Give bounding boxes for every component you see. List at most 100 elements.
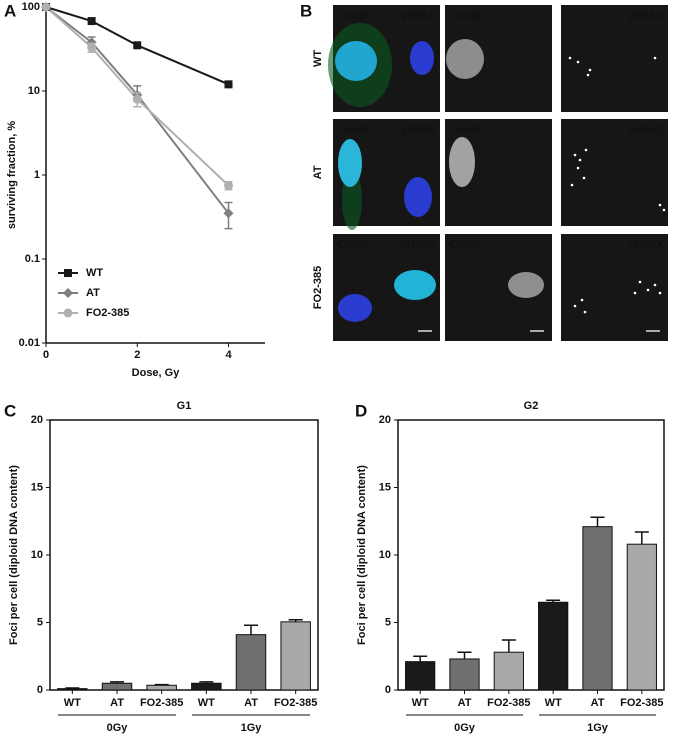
focus [646, 288, 650, 292]
micrograph [561, 5, 668, 112]
bar [582, 526, 613, 691]
y-tick-label: 5 [385, 616, 391, 628]
error-bar [288, 619, 303, 622]
plot-frame [49, 419, 319, 691]
marker [223, 208, 234, 219]
nucleus [449, 137, 475, 187]
marker [87, 17, 96, 26]
focus [582, 176, 586, 180]
channel-label: γH2AX [629, 124, 665, 136]
error-bar [110, 681, 124, 684]
legend-label: WT [86, 267, 103, 279]
x-axis-label: Dose, Gy [132, 367, 181, 379]
focus [638, 280, 642, 284]
x-tick-label: 0 [43, 349, 49, 361]
micrograph [561, 234, 668, 341]
bar [191, 682, 222, 691]
y-tick-label: 0.1 [25, 253, 40, 265]
x-tick-label: 4 [225, 349, 232, 361]
y-tick-label: 1 [34, 169, 40, 181]
y-tick-label: 15 [379, 481, 391, 493]
focus [573, 304, 577, 308]
focus [658, 203, 662, 207]
row-label: FO2-385 [312, 266, 324, 309]
marker [224, 180, 233, 190]
y-tick-label: 10 [28, 85, 40, 97]
channel-label: CenpF [338, 10, 373, 22]
chart-title: G1 [177, 400, 192, 412]
series-line [45, 6, 229, 86]
y-tick-label: 100 [22, 1, 40, 13]
row-label: AT [312, 165, 324, 179]
channel-label: CenpF [450, 239, 485, 251]
bar [405, 661, 436, 691]
nucleus [338, 139, 362, 187]
nucleus [394, 270, 436, 300]
y-tick-label: 0 [385, 684, 391, 696]
bar [280, 621, 311, 691]
micrograph [561, 119, 668, 226]
x-tick-label: AT [244, 697, 258, 709]
channel-label: CenpF [338, 124, 373, 136]
y-tick-label: 0.01 [19, 337, 40, 349]
y-axis-label: surviving fraction, % [6, 121, 18, 229]
y-tick-label: 15 [31, 481, 43, 493]
y-tick-label: 20 [379, 414, 391, 426]
error-bar [590, 516, 605, 527]
series-line [45, 6, 230, 187]
x-tick-label: WT [545, 697, 562, 709]
group-label: 1Gy [587, 722, 609, 734]
x-tick-label: FO2-385 [620, 697, 663, 709]
panel-label: C [4, 401, 16, 420]
focus [573, 153, 577, 157]
legend-label: AT [86, 287, 100, 299]
bar [449, 658, 480, 691]
y-tick-label: 10 [31, 549, 43, 561]
error-bar [199, 681, 214, 684]
focus [653, 56, 657, 60]
focus [580, 298, 584, 302]
nucleus [508, 272, 544, 298]
bar [146, 684, 177, 691]
focus [583, 310, 587, 314]
plot-frame [397, 419, 665, 691]
error-bar [457, 651, 472, 659]
x-tick-label: AT [110, 697, 124, 709]
marker [133, 41, 142, 50]
focus [633, 291, 637, 295]
marker [87, 42, 97, 52]
panel-label: B [300, 1, 312, 20]
nucleus [446, 39, 484, 79]
marker [64, 269, 72, 277]
channel-label: CenpF [450, 124, 485, 136]
legend-label: FO2-385 [86, 307, 129, 319]
error-bar [634, 531, 649, 545]
x-tick-label: AT [458, 697, 472, 709]
bar [235, 634, 267, 691]
nucleus [404, 177, 432, 217]
focus [586, 73, 590, 77]
group-label: 0Gy [107, 722, 129, 734]
group-label: 0Gy [454, 722, 476, 734]
focus [658, 291, 662, 295]
x-tick-label: FO2-385 [274, 697, 317, 709]
panel-label: D [355, 401, 367, 420]
focus [576, 60, 580, 64]
nucleus [335, 41, 377, 81]
marker [63, 288, 73, 298]
group-label: 1Gy [241, 722, 263, 734]
focus [653, 283, 657, 287]
row-label: WT [312, 50, 324, 67]
focus [588, 68, 592, 72]
error-bar [154, 683, 169, 686]
error-bar [501, 639, 516, 653]
y-tick-label: 20 [31, 414, 43, 426]
marker [63, 308, 73, 318]
x-tick-label: WT [198, 697, 215, 709]
error-bar [413, 655, 428, 662]
x-tick-label: WT [412, 697, 429, 709]
y-axis-label: Foci per cell (diploid DNA content) [356, 465, 368, 645]
error-bar [244, 624, 258, 635]
x-tick-label: AT [591, 697, 605, 709]
